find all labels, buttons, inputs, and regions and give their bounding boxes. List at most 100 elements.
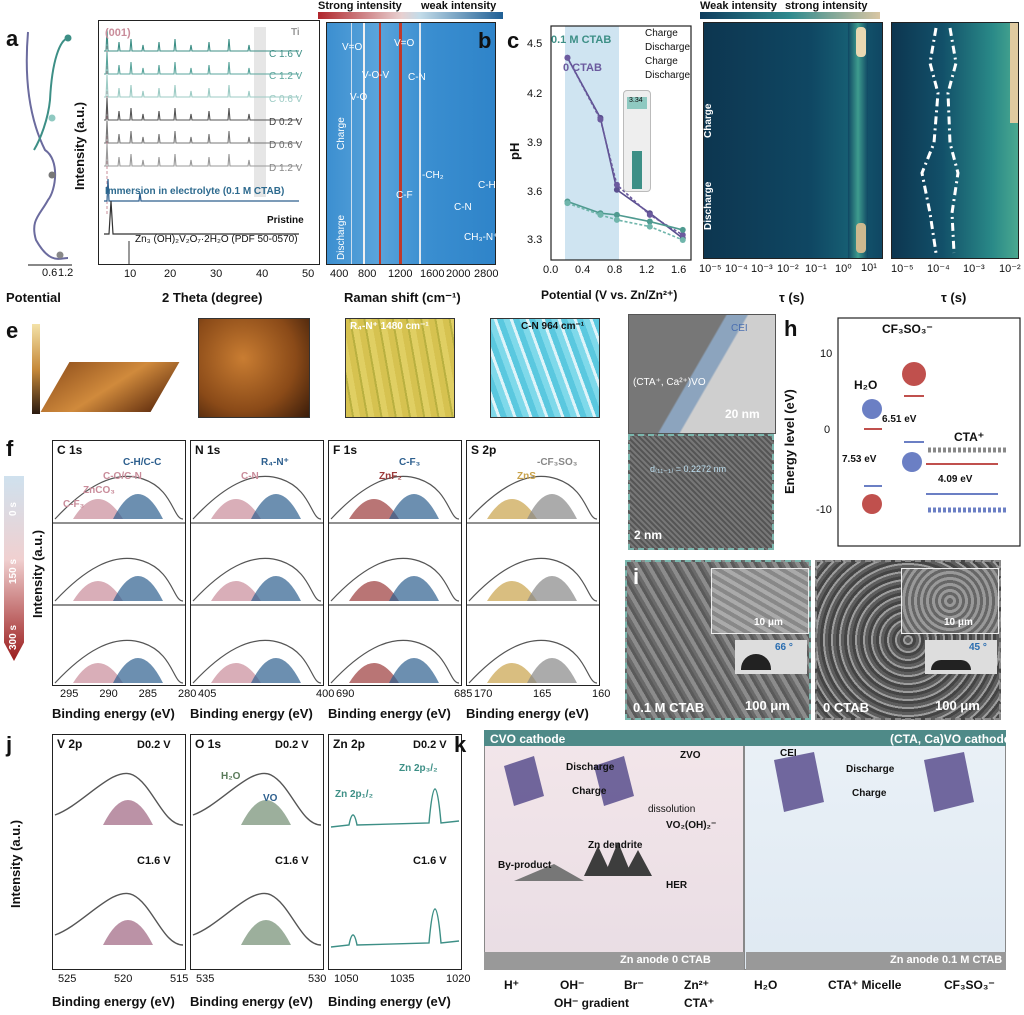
xrd-trace-label: C 1.6 V [269, 49, 303, 60]
ph-point [613, 181, 620, 188]
k-left-header: CVO cathode [490, 732, 566, 746]
xps-f-spectra [191, 475, 323, 684]
xps-j-spectra [192, 772, 322, 946]
xps-f-column: C 1s C-H/C-C C-O/C-N ZnCO₃ C-F₃ [52, 440, 186, 686]
ph-xtick: 1.6 [671, 264, 687, 276]
raman-xtick: 2800 [474, 268, 499, 280]
xps-f-peak-label: C-F₃ [63, 499, 85, 510]
panel-h: h Energy level (eV) 10 0 -10 CF₃SO₃⁻ H₂O… [778, 314, 1024, 550]
xrd-pdf-label: Zn₃ (OH)₂V₂O₇·2H₂O (PDF 50-0570) [135, 234, 298, 245]
ph-point [679, 226, 686, 233]
xrd-xtick: 50 [302, 268, 315, 280]
panel-xrd: Intensity (a.u.) (001) Ti C 1.6 V C 1.2 … [70, 20, 320, 310]
afm-height-map [198, 318, 310, 418]
xps-f-xtick: 295 [60, 688, 79, 700]
raman-map-rn-label: R₄-N⁺ 1480 cm⁻¹ [350, 321, 429, 332]
xps-f-title: F 1s [333, 443, 358, 457]
legend-oh: OH⁻ [560, 978, 585, 992]
drt-xtick: 10⁻⁴ [725, 263, 748, 275]
raman-annotation: C-N [408, 72, 426, 83]
drt-xtick: 10⁻⁵ [891, 263, 914, 275]
ph-ytick: 4.5 [527, 38, 543, 50]
raman-annotation: V=O [342, 42, 363, 53]
panel-c: c pH 4.5 4.2 3.9 3.6 3.3 0.0 0.4 0.8 1.2… [505, 20, 695, 310]
panel-a-xlabel: Potential [6, 290, 61, 305]
xrd-trace [104, 120, 299, 144]
ph-xtick: 1.2 [639, 264, 655, 276]
xps-f-peak-label: C-F₃ [399, 457, 421, 468]
xrd-xlabel: 2 Theta (degree) [162, 290, 263, 305]
raman-xtick: 800 [358, 268, 377, 280]
ph-point [613, 186, 620, 193]
energy-diagram [837, 317, 1021, 547]
raman-xtick: 2000 [446, 268, 471, 280]
k-anode-left: Zn anode 0 CTAB [620, 954, 711, 966]
raman-annotation: V-O-V [362, 70, 390, 81]
sem-scale-right: 100 μm [935, 698, 980, 713]
ph-xlabel: Potential (V vs. Zn/Zn²⁺) [541, 288, 678, 302]
energy-gap: 7.53 eV [842, 454, 877, 465]
raman-annotation: CH₃-N⁺ [464, 232, 499, 243]
ph-ytick: 3.9 [527, 137, 543, 149]
panel-c-label: c [507, 28, 520, 53]
ph-point [646, 218, 653, 225]
xps-f-peak-label: C-N [241, 471, 259, 482]
time-arrow [4, 476, 24, 661]
raman-annotation: V=O [394, 38, 415, 49]
xrd-xtick: 20 [164, 268, 177, 280]
ph-point [564, 54, 571, 61]
drt-xtick: 10⁻³ [751, 263, 773, 275]
k-dissolution: dissolution [648, 804, 696, 815]
xps-f-peak-label: ZnF₂ [379, 471, 402, 482]
k-charge-right: Charge [852, 788, 887, 799]
drt-xtick: 10¹ [861, 262, 877, 274]
sem-scale-left: 100 μm [745, 698, 790, 713]
xps-j-xtick: 1050 [334, 973, 359, 985]
energy-ytick: 10 [820, 348, 833, 360]
raman-heatmap [326, 22, 496, 265]
ph-point [597, 211, 604, 218]
ph-xtick: 0.0 [543, 264, 559, 276]
xps-j-top-label: D0.2 V [137, 739, 171, 751]
xps-j-column: V 2p D0.2 V C1.6 V [52, 734, 186, 970]
energy-gap: 6.51 eV [882, 414, 917, 425]
xrd-trace-label: D 0.6 V [269, 140, 303, 151]
drt-xtick: 10⁰ [835, 263, 852, 275]
xrd-plot-area: (001) Ti C 1.6 V C 1.2 V C 0.6 V D 0.2 V… [98, 20, 320, 265]
time-label: 0 s [8, 502, 19, 516]
xps-f-xtick: 690 [336, 688, 355, 700]
xps-f-xtick: 170 [474, 688, 493, 700]
tem-image: CEI (CTA⁺, Ca²⁺)VO 20 nm [628, 314, 776, 434]
afm-3d-surface [40, 362, 180, 412]
energy-ytick: 0 [824, 424, 831, 436]
panel-j: j Intensity (a.u.) V 2p D0.2 V C1.6 V 525 52… [0, 732, 470, 1015]
xps-f-peak-label: ZnS [517, 471, 536, 482]
legend-cta: CTA⁺ [684, 996, 715, 1010]
xps-f-title: C 1s [57, 443, 83, 457]
xps-j-xtick: 515 [170, 973, 189, 985]
xrd-immersion-trace [104, 178, 299, 202]
xps-j-title: O 1s [195, 737, 222, 751]
xps-j-title: V 2p [57, 737, 83, 751]
energy-gap: 4.09 eV [938, 474, 973, 485]
drt-xtick: 10⁻³ [963, 263, 985, 275]
xps-f-xtick: 160 [592, 688, 611, 700]
ph-legend-entry: Charge [645, 56, 678, 67]
legend-oh-gradient: OH⁻ gradient [554, 996, 630, 1010]
xrd-pristine-label: Pristine [267, 215, 304, 226]
hrtem-image: d₍₁₁₋₁₎ = 0.2272 nm 2 nm [628, 434, 774, 550]
xps-f-peak-label: ZnCO₃ [83, 485, 115, 496]
panel-a-label: a [6, 26, 19, 51]
xps-f-spectra [467, 475, 599, 684]
xrd-xtick: 40 [256, 268, 269, 280]
xrd-ti-label: Ti [291, 27, 300, 38]
xps-f-xlabel: Binding energy (eV) [190, 706, 313, 721]
xrd-traces [104, 27, 299, 264]
raman-xtick: 1200 [388, 268, 413, 280]
drt-colorbar [700, 12, 880, 19]
panel-b-label: b [478, 28, 492, 53]
legend-h-plus: H⁺ [504, 978, 519, 992]
raman-annotation: C-F [396, 190, 413, 201]
k-dendrite: Zn dendrite [588, 840, 643, 851]
ph-point [679, 236, 686, 243]
